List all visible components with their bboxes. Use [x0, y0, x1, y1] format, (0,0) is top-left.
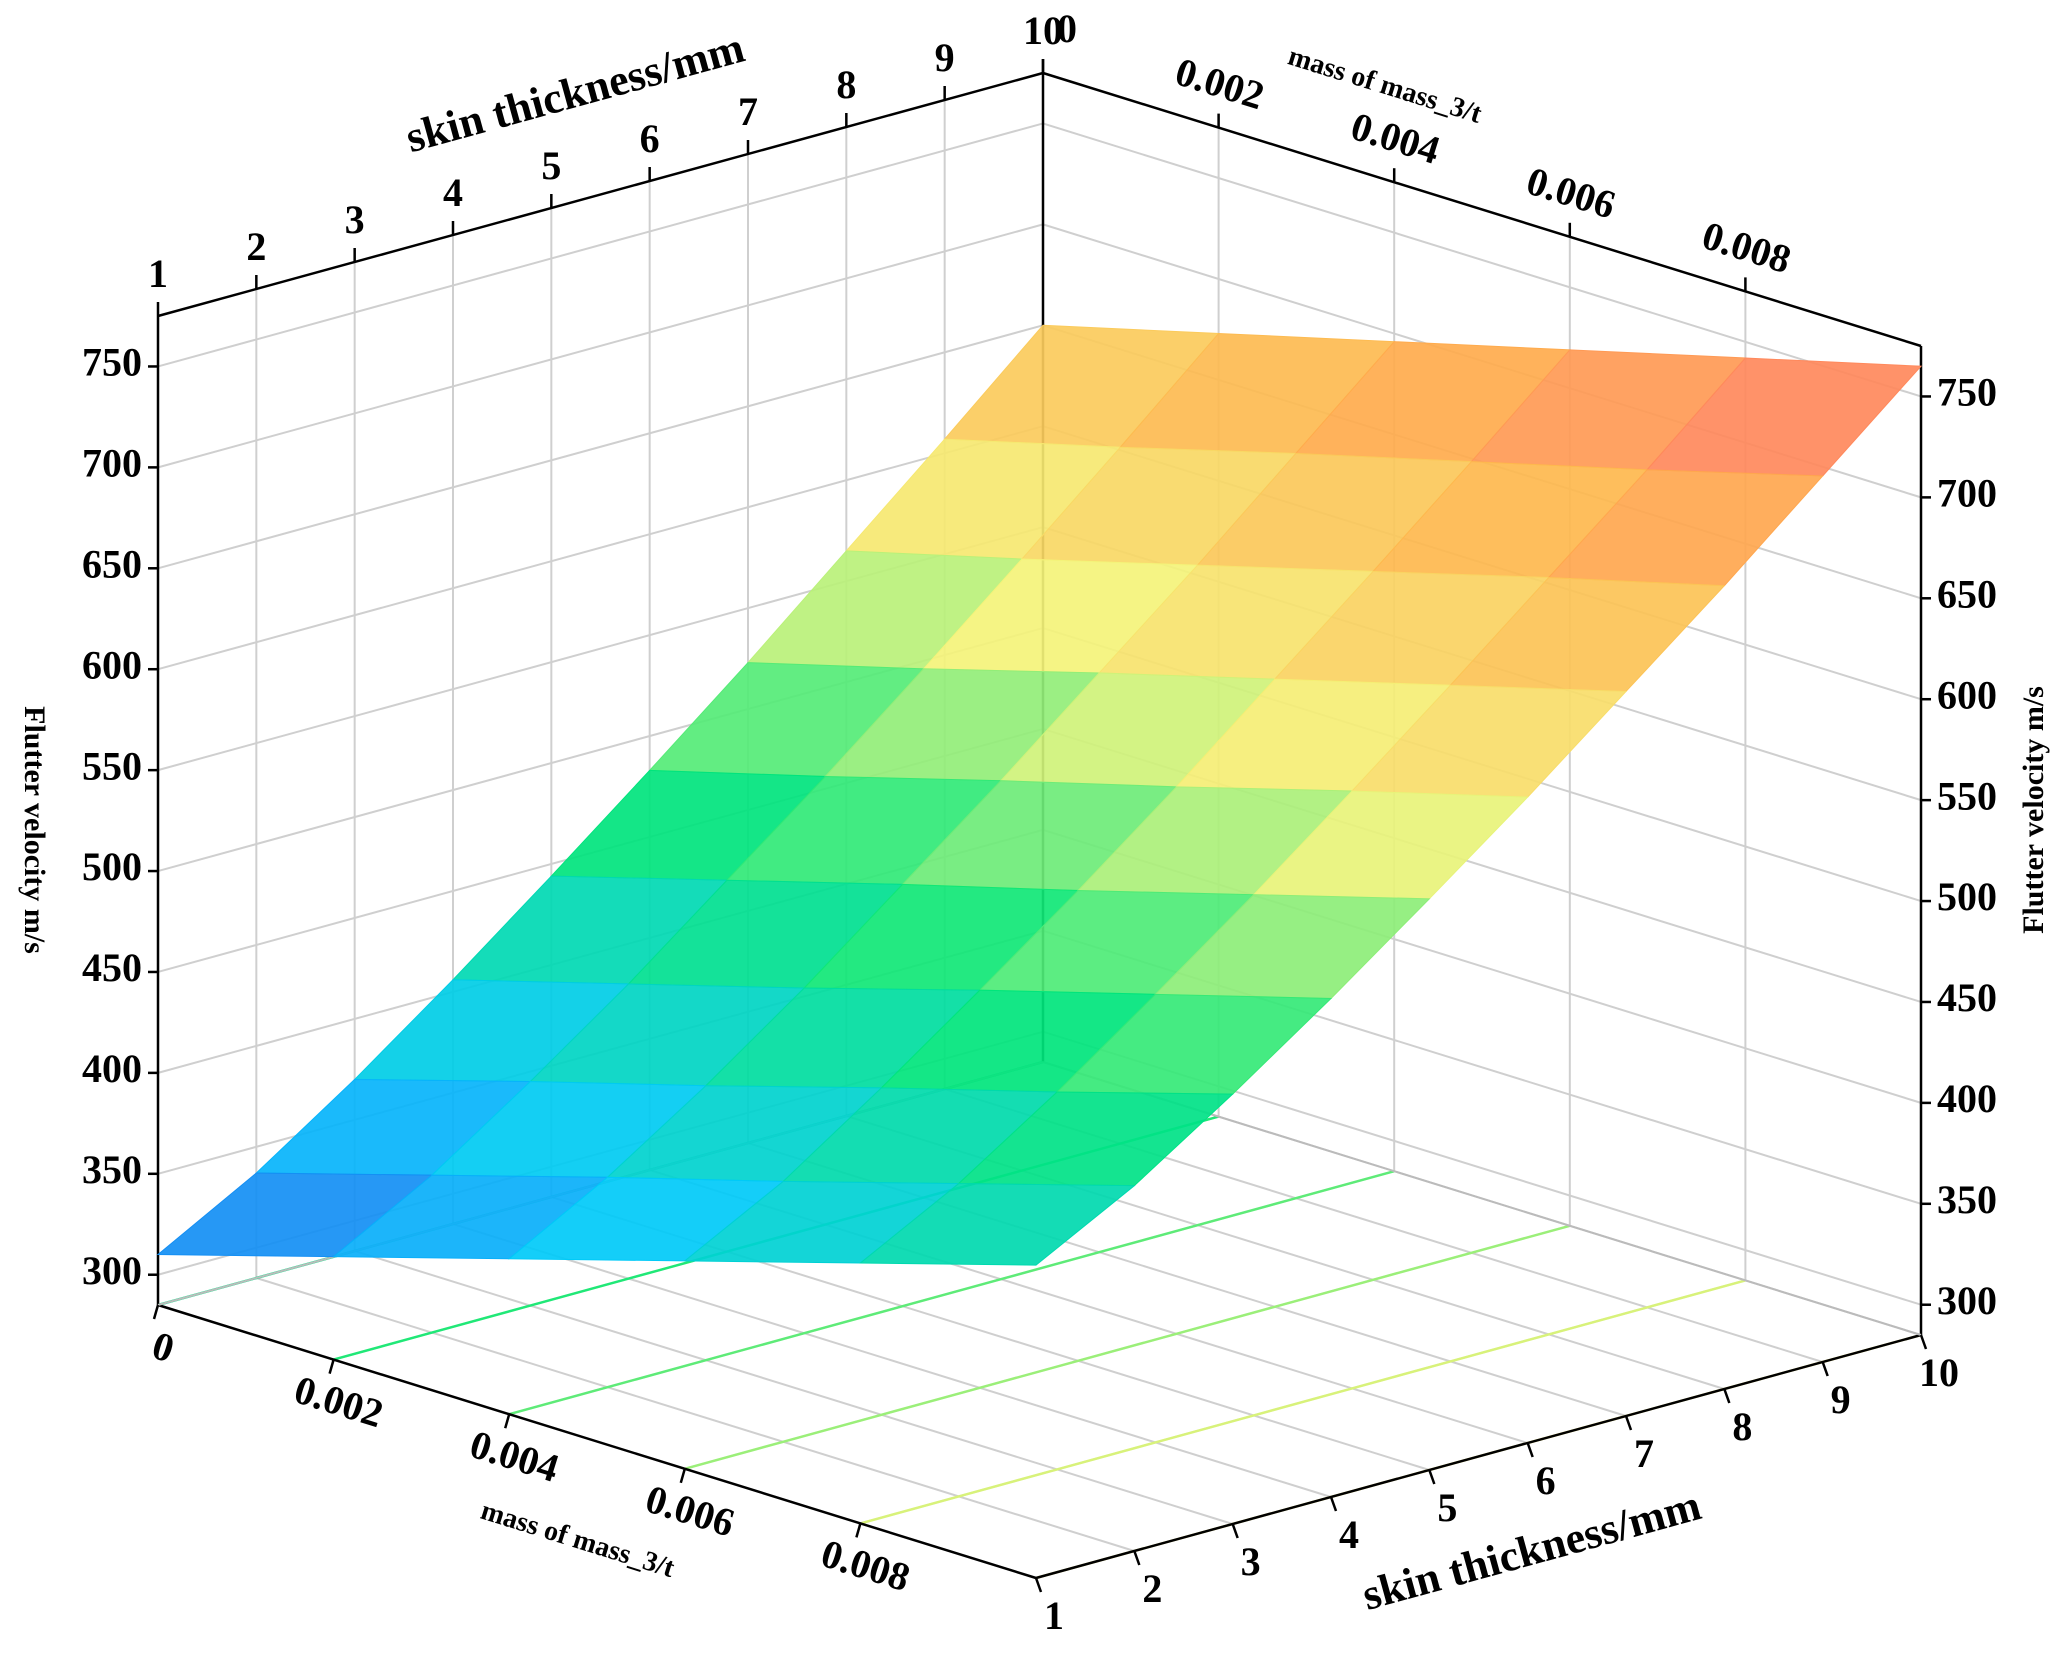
tick-mark	[1034, 1577, 1043, 1593]
axis-line	[157, 1303, 1037, 1580]
y-tick-label: 0.002	[1170, 49, 1269, 119]
tick-mark	[1919, 1334, 1928, 1350]
surface-cell	[859, 1183, 1136, 1266]
z-tick-label: 350	[82, 1147, 142, 1192]
grid-line	[157, 223, 1044, 469]
tick-mark	[1329, 1496, 1338, 1512]
y-tick-label: 0.006	[1521, 158, 1620, 228]
z-tick-label: 300	[1937, 1278, 1997, 1323]
z-tick-label: 450	[1937, 975, 1997, 1020]
grid-line	[1042, 122, 1922, 398]
grid-line	[256, 1277, 1135, 1552]
x-axis-title: skin thickness/mm	[401, 23, 750, 163]
floor-line	[508, 1169, 1395, 1416]
x-tick-label: 1	[148, 251, 168, 296]
y-tick-label: 0.004	[465, 1421, 564, 1491]
z-tick-label: 500	[82, 844, 142, 889]
z-tick-label: 500	[1937, 874, 1997, 919]
x-tick-label: 10	[1023, 8, 1063, 53]
z-tick-label: 600	[82, 642, 142, 687]
y-tick-label: 0	[1057, 6, 1077, 51]
tick-mark	[328, 1359, 335, 1374]
grid-line	[157, 425, 1044, 671]
tick-mark	[1526, 1442, 1534, 1458]
y-tick-label: 0	[147, 1322, 179, 1371]
x-tick-label: 7	[1634, 1431, 1654, 1476]
x-tick-label: 5	[541, 143, 561, 188]
z-tick-label: 600	[1937, 672, 1997, 717]
floor-line	[860, 1279, 1746, 1525]
z-tick-label: 700	[1937, 471, 1997, 516]
z-tick-label: 650	[82, 541, 142, 586]
grid-line	[354, 1250, 1233, 1525]
x-tick-label: 8	[1732, 1404, 1752, 1449]
z-tick-label: 550	[82, 743, 142, 788]
y-tick-label: 0.002	[289, 1367, 388, 1437]
z-tick-label: 650	[1937, 571, 1997, 616]
y-tick-label: 0.008	[816, 1530, 915, 1600]
z-axis-title: Flutter velocity m/s	[2017, 686, 2050, 934]
tick-mark	[1821, 1361, 1829, 1377]
x-tick-label: 7	[738, 89, 758, 134]
x-tick-label: 3	[1241, 1539, 1261, 1584]
z-tick-label: 450	[82, 945, 142, 990]
z-tick-label: 750	[1937, 370, 1997, 415]
tick-mark	[152, 1304, 160, 1320]
z-axis-title: Flutter velocity m/s	[18, 706, 51, 954]
x-tick-label: 4	[1339, 1512, 1359, 1557]
x-tick-label: 8	[836, 62, 856, 107]
x-tick-label: 2	[246, 224, 266, 269]
tick-mark	[1428, 1469, 1436, 1485]
x-tick-label: 5	[1437, 1485, 1457, 1530]
grid-line	[452, 1223, 1332, 1498]
x-tick-label: 9	[935, 35, 955, 80]
grid-line	[157, 324, 1044, 570]
z-tick-label: 550	[1937, 773, 1997, 818]
x-axis-title: skin thickness/mm	[1357, 1480, 1706, 1620]
z-tick-label: 750	[82, 340, 142, 385]
tick-mark	[503, 1413, 511, 1429]
grid-line	[157, 122, 1044, 368]
axis-line	[157, 71, 1044, 318]
x-tick-label: 1	[1044, 1593, 1064, 1638]
x-tick-label: 6	[640, 116, 660, 161]
tick-mark	[1133, 1550, 1141, 1566]
floor-line	[684, 1224, 1571, 1471]
z-tick-label: 400	[1937, 1076, 1997, 1121]
z-tick-label: 400	[82, 1046, 142, 1091]
z-tick-label: 700	[82, 441, 142, 486]
z-tick-label: 350	[1937, 1177, 1997, 1222]
x-tick-label: 3	[345, 197, 365, 242]
tick-mark	[1624, 1415, 1633, 1431]
tick-mark	[855, 1523, 862, 1538]
z-tick-label: 300	[82, 1248, 142, 1293]
x-tick-label: 6	[1536, 1458, 1556, 1503]
tick-mark	[1723, 1388, 1731, 1404]
x-tick-label: 9	[1831, 1377, 1851, 1422]
y-tick-label: 0.006	[640, 1476, 739, 1546]
tick-mark	[679, 1468, 687, 1484]
axis-line	[1035, 1333, 1922, 1580]
x-tick-label: 10	[1919, 1350, 1959, 1395]
axis-line	[1042, 71, 1922, 348]
x-tick-label: 2	[1142, 1566, 1162, 1611]
x-tick-label: 4	[443, 170, 463, 215]
y-tick-label: 0.008	[1697, 212, 1796, 282]
tick-mark	[1231, 1523, 1239, 1539]
